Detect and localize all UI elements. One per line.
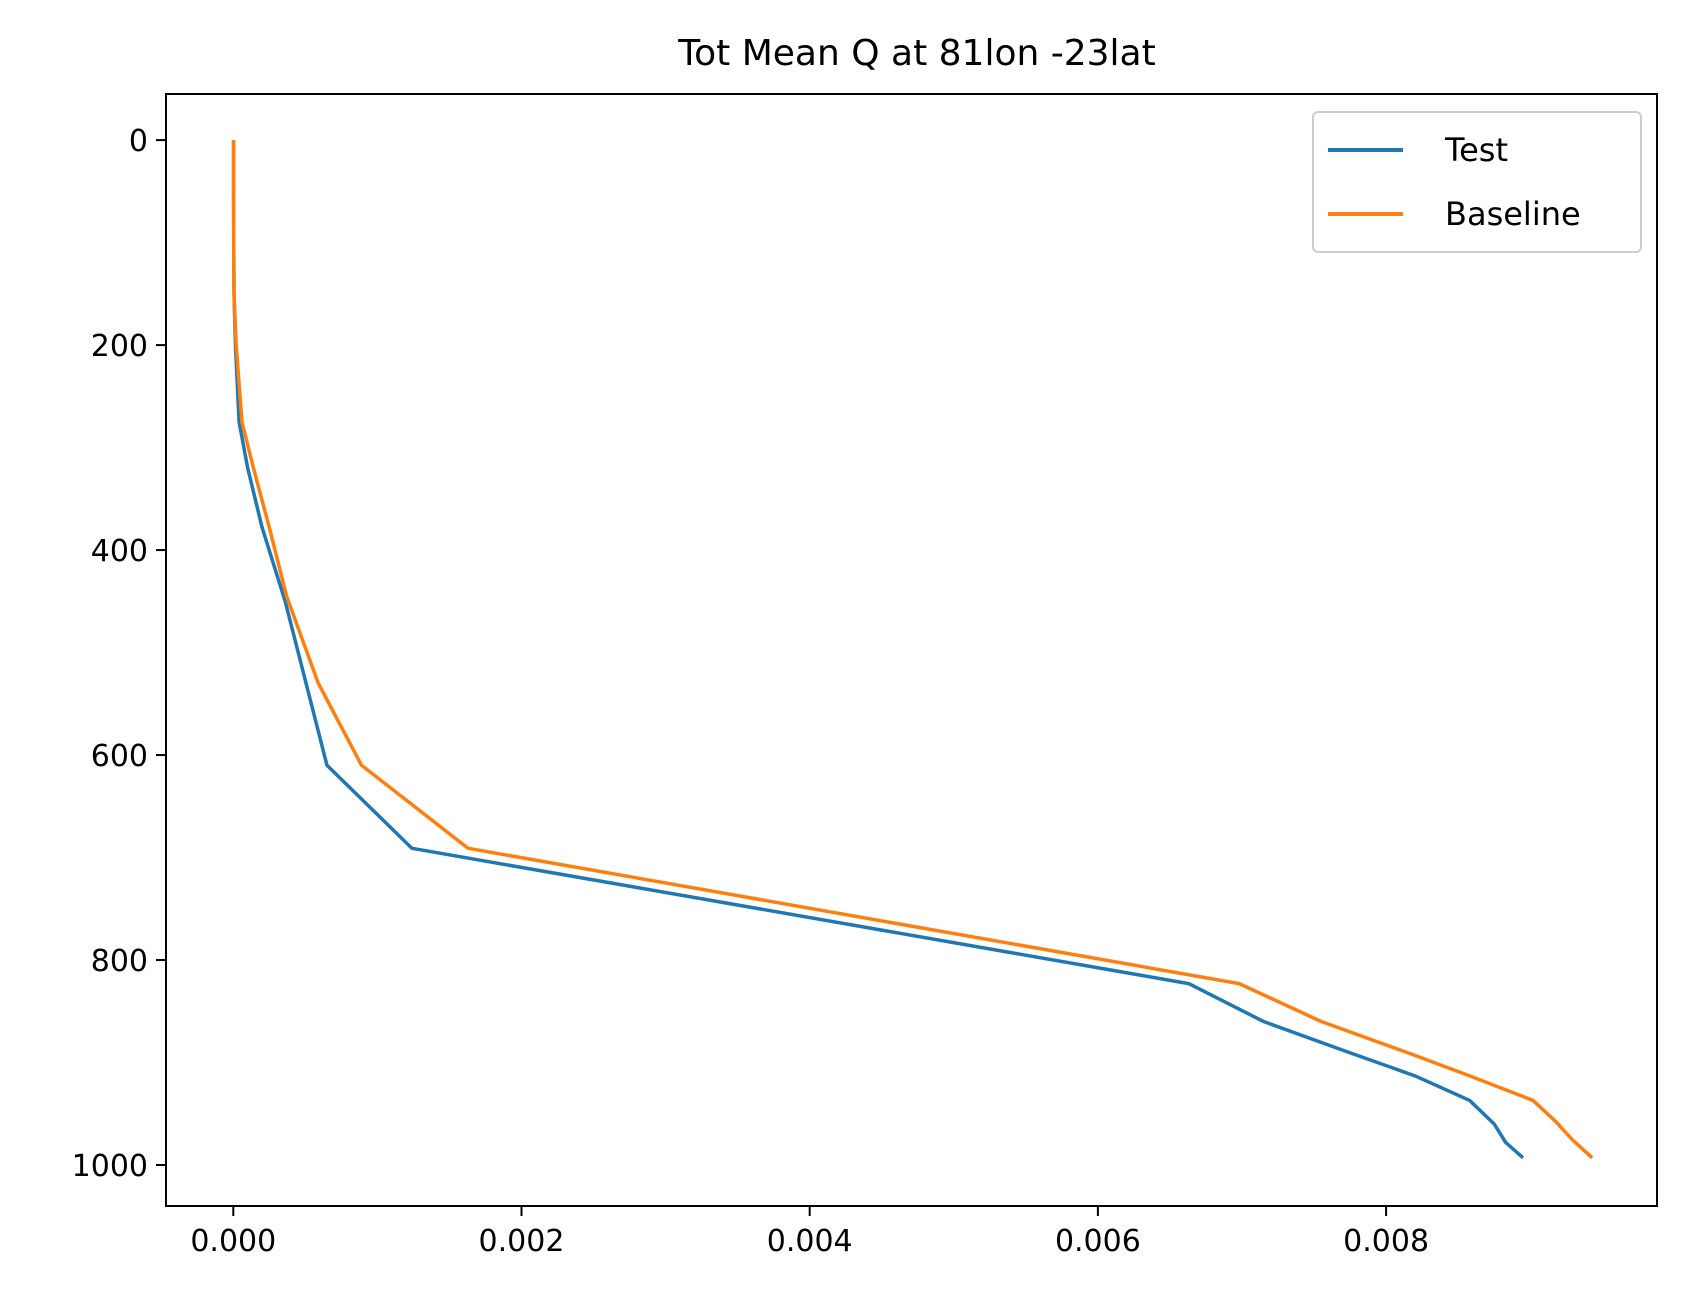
plot-frame [165, 93, 1658, 1207]
y-tick-label: 1000 [72, 1149, 148, 1184]
chart-title: Tot Mean Q at 81lon -23lat [677, 33, 1155, 74]
x-tick-label: 0.002 [479, 1224, 565, 1259]
y-axis-ticks: 0 200 400 600 800 1000 [72, 124, 166, 1184]
legend-box [1312, 111, 1642, 253]
y-tick-label: 200 [91, 329, 148, 364]
x-tick-label: 0.000 [190, 1224, 276, 1259]
legend-label: Test [1444, 131, 1508, 169]
x-tick-label: 0.004 [767, 1224, 853, 1259]
series-layer [231, 140, 1594, 1160]
y-tick-label: 400 [91, 534, 148, 569]
legend: Test Baseline [1312, 111, 1642, 253]
y-tick-label: 0 [129, 124, 148, 159]
y-tick-label: 600 [91, 739, 148, 774]
x-axis-ticks: 0.000 0.002 0.004 0.006 0.008 [190, 1206, 1429, 1259]
y-tick-label: 800 [91, 944, 148, 979]
x-tick-label: 0.008 [1343, 1224, 1429, 1259]
x-tick-label: 0.006 [1055, 1224, 1141, 1259]
legend-label: Baseline [1445, 195, 1581, 233]
series-line-baseline [231, 140, 1594, 1160]
